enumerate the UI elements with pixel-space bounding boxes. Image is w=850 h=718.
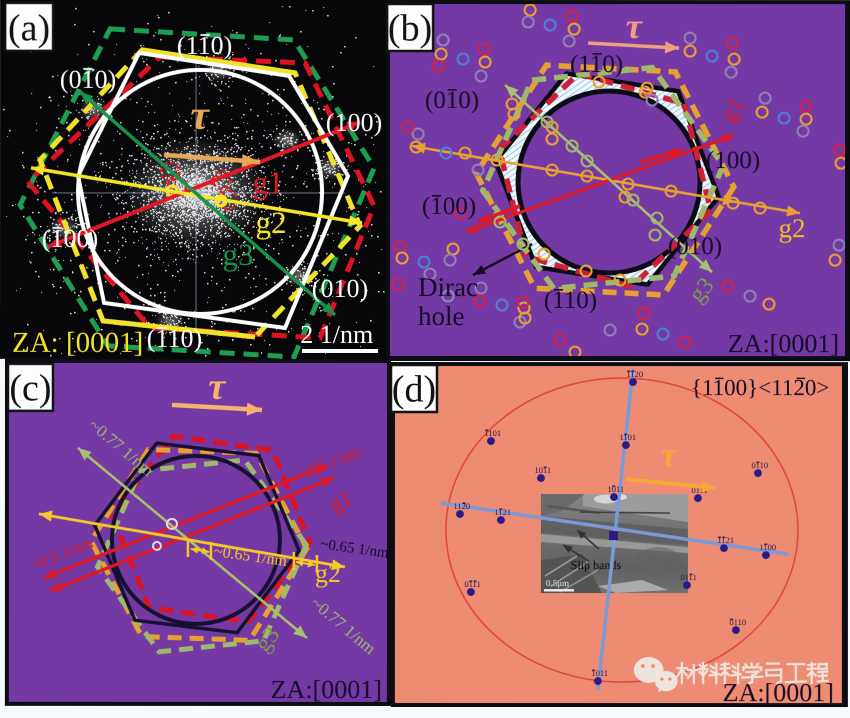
svg-text:2 1/nm: 2 1/nm bbox=[300, 320, 373, 349]
svg-text:(100): (100) bbox=[422, 193, 476, 220]
svg-text:0.5μm: 0.5μm bbox=[546, 578, 569, 588]
svg-text:(100): (100) bbox=[326, 108, 382, 137]
svg-text:(b): (b) bbox=[388, 8, 432, 50]
svg-text:τ: τ bbox=[190, 93, 210, 139]
svg-text:hole: hole bbox=[418, 301, 465, 331]
svg-text:g2: g2 bbox=[779, 213, 806, 243]
svg-text:g1: g1 bbox=[253, 165, 284, 200]
svg-text:{1100}<1120>: {1100}<1120> bbox=[691, 375, 829, 400]
svg-text:(010): (010) bbox=[425, 87, 479, 114]
svg-text:(a): (a) bbox=[8, 7, 50, 49]
svg-text:(110): (110) bbox=[544, 287, 597, 314]
svg-text:1100: 1100 bbox=[759, 542, 776, 552]
svg-text:0111: 0111 bbox=[464, 579, 480, 589]
svg-text:Dirac: Dirac bbox=[418, 272, 478, 302]
svg-text:1121: 1121 bbox=[494, 507, 511, 517]
svg-text:(c): (c) bbox=[9, 368, 51, 410]
svg-text:(d): (d) bbox=[392, 369, 436, 411]
svg-text:0110: 0110 bbox=[729, 617, 746, 627]
svg-text:0111: 0111 bbox=[680, 572, 696, 582]
svg-text:ZA:[0001]: ZA:[0001] bbox=[271, 675, 382, 704]
svg-text:(100): (100) bbox=[42, 224, 98, 253]
svg-text:0110: 0110 bbox=[751, 460, 768, 470]
svg-text:(110): (110) bbox=[147, 324, 202, 353]
svg-text:g2: g2 bbox=[315, 559, 341, 588]
svg-text:g3: g3 bbox=[223, 237, 254, 272]
svg-text:1011: 1011 bbox=[534, 465, 551, 475]
svg-text:1101: 1101 bbox=[619, 432, 636, 442]
svg-text:τ: τ bbox=[661, 437, 677, 474]
svg-text:ZA:[0001]: ZA:[0001] bbox=[728, 329, 839, 358]
svg-text:ZA: [0001]: ZA: [0001] bbox=[12, 327, 143, 359]
svg-text:(110): (110) bbox=[570, 51, 623, 78]
svg-text:τ: τ bbox=[626, 6, 643, 46]
svg-text:1011: 1011 bbox=[607, 484, 624, 494]
svg-text:(100): (100) bbox=[706, 147, 760, 174]
svg-text:τ: τ bbox=[208, 366, 226, 408]
svg-text:(010): (010) bbox=[668, 233, 722, 260]
svg-text:g2: g2 bbox=[256, 205, 287, 240]
svg-text:1120: 1120 bbox=[453, 501, 470, 511]
svg-text:(010): (010) bbox=[312, 274, 368, 303]
